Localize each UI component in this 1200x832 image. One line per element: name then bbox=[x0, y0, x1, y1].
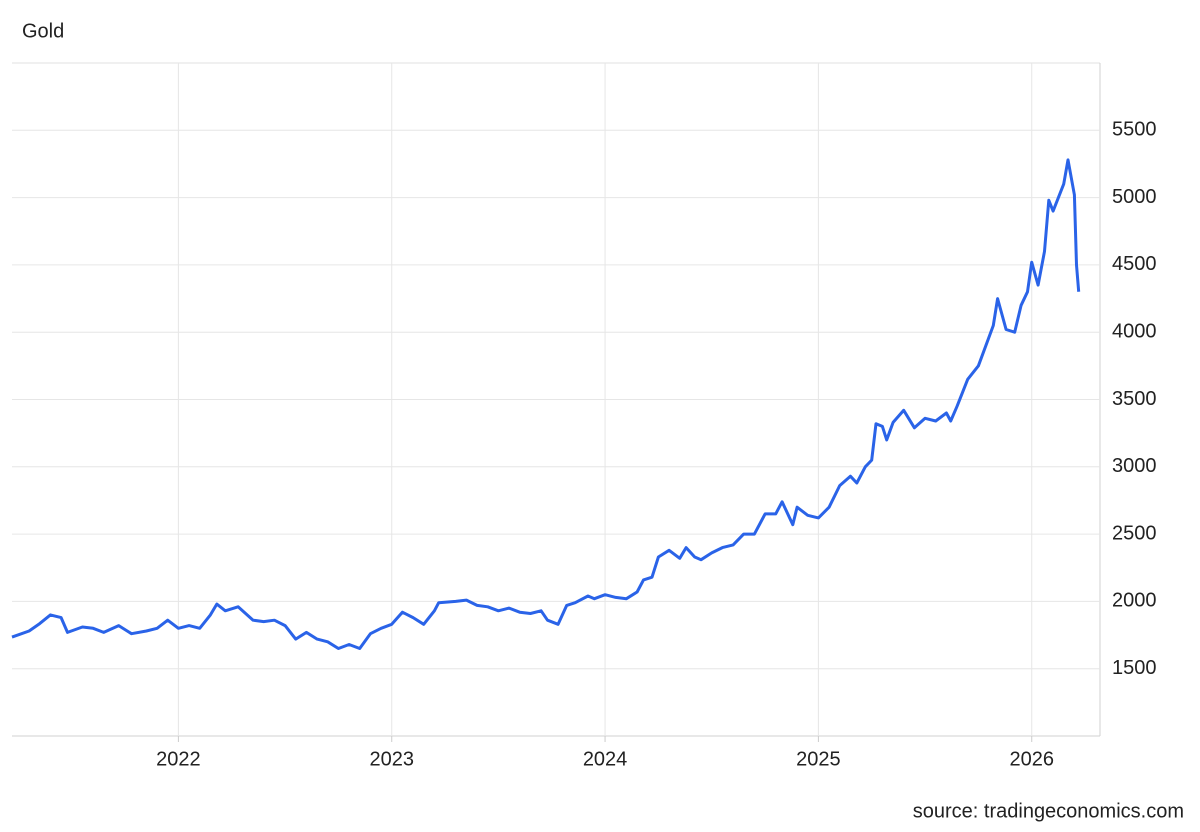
y-tick-label: 5000 bbox=[1112, 186, 1157, 208]
x-tick-label: 2025 bbox=[796, 748, 841, 770]
y-tick-label: 4000 bbox=[1112, 320, 1157, 342]
x-tick-label: 2024 bbox=[583, 748, 628, 770]
y-tick-label: 3000 bbox=[1112, 455, 1157, 477]
chart-title: Gold bbox=[22, 20, 64, 42]
x-tick-label: 2026 bbox=[1009, 748, 1054, 770]
x-tick-label: 2023 bbox=[369, 748, 414, 770]
y-tick-label: 2000 bbox=[1112, 590, 1157, 612]
y-tick-label: 2500 bbox=[1112, 522, 1157, 544]
y-tick-label: 4500 bbox=[1112, 253, 1157, 275]
y-tick-label: 1500 bbox=[1112, 657, 1157, 679]
y-tick-label: 5500 bbox=[1112, 119, 1157, 141]
x-tick-label: 2022 bbox=[156, 748, 201, 770]
price-line bbox=[11, 158, 1081, 650]
y-tick-label: 3500 bbox=[1112, 388, 1157, 410]
source: source: tradingeconomics.com bbox=[913, 800, 1184, 822]
